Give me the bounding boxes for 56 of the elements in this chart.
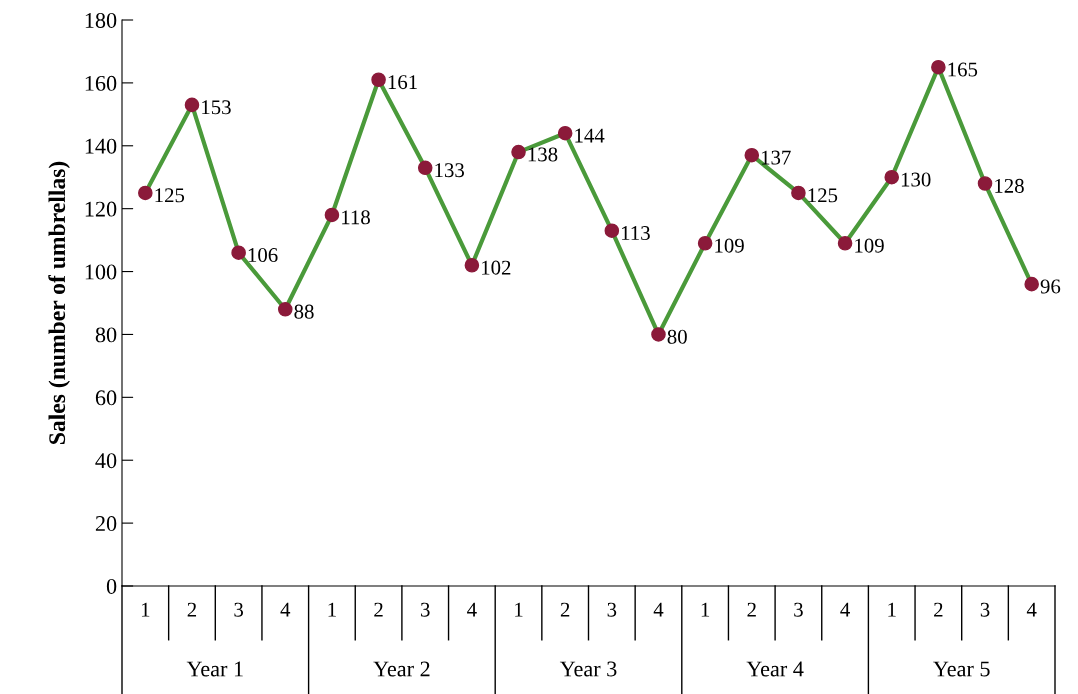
data-label: 102 — [482, 260, 511, 275]
x-tick-label: 2 — [560, 602, 570, 617]
x-tick-label: 1 — [141, 602, 150, 617]
y-tick-label: 60 — [95, 390, 117, 406]
text: Year 3 — [559, 661, 617, 677]
x-tick-label: 4 — [1026, 602, 1037, 617]
x-tick-label: 4 — [840, 602, 850, 617]
data-label: 125 — [808, 188, 838, 203]
data-label: 109 — [715, 238, 744, 253]
y-axis-title: Sales (number of umbrellas) — [48, 161, 70, 444]
data-label: 128 — [995, 178, 1024, 193]
x-tick-label: 2 — [187, 602, 197, 617]
data-label: 137 — [761, 150, 791, 165]
data-label: 113 — [621, 226, 650, 241]
y-tick-label: 160 — [85, 75, 117, 91]
y-tick-label: 100 — [85, 264, 117, 280]
y-tick-label: 20 — [95, 516, 117, 532]
x-tick-label: 4 — [280, 602, 291, 617]
x-tick-label: 1 — [328, 602, 336, 617]
data-label: 130 — [901, 172, 931, 187]
data-label: 153 — [202, 100, 231, 115]
data-label: 165 — [948, 62, 978, 77]
x-tick-label: 2 — [374, 602, 383, 617]
data-label: 161 — [388, 75, 417, 90]
y-tick-label: 0 — [106, 578, 117, 594]
x-tick-label: 1 — [515, 602, 523, 617]
x-tick-label: 2 — [934, 602, 943, 617]
text: Year 1 — [186, 661, 243, 677]
data-label: 138 — [528, 147, 558, 162]
x-tick-label: 3 — [980, 602, 990, 617]
y-tick-label: 80 — [95, 327, 117, 343]
text: Year 5 — [933, 661, 990, 677]
x-tick-label: 3 — [607, 602, 617, 617]
text: Year 4 — [746, 661, 804, 677]
x-tick-label: 4 — [467, 602, 477, 617]
data-label: 118 — [342, 210, 370, 225]
y-tick-label: 40 — [95, 453, 117, 469]
y-tick-label: 140 — [85, 138, 117, 154]
y-tick-label: 180 — [85, 12, 117, 28]
data-label: 125 — [155, 188, 185, 203]
x-tick-label: 1 — [701, 602, 710, 617]
x-tick-label: 3 — [794, 602, 803, 617]
x-tick-label: 4 — [653, 602, 664, 617]
data-label: 96 — [1040, 279, 1061, 294]
x-tick-label: 2 — [747, 602, 756, 617]
data-label: 88 — [294, 304, 314, 319]
x-tick-label: 1 — [888, 602, 896, 617]
x-tick-label: 3 — [234, 602, 244, 617]
y-tick-label: 120 — [85, 201, 117, 217]
data-label: 133 — [435, 163, 464, 178]
data-label: 106 — [248, 248, 278, 263]
data-label: 144 — [575, 128, 605, 143]
x-tick-label: 3 — [421, 602, 430, 617]
data-label: 80 — [667, 329, 687, 344]
text: Year 2 — [373, 661, 430, 677]
data-label: 109 — [855, 238, 884, 253]
